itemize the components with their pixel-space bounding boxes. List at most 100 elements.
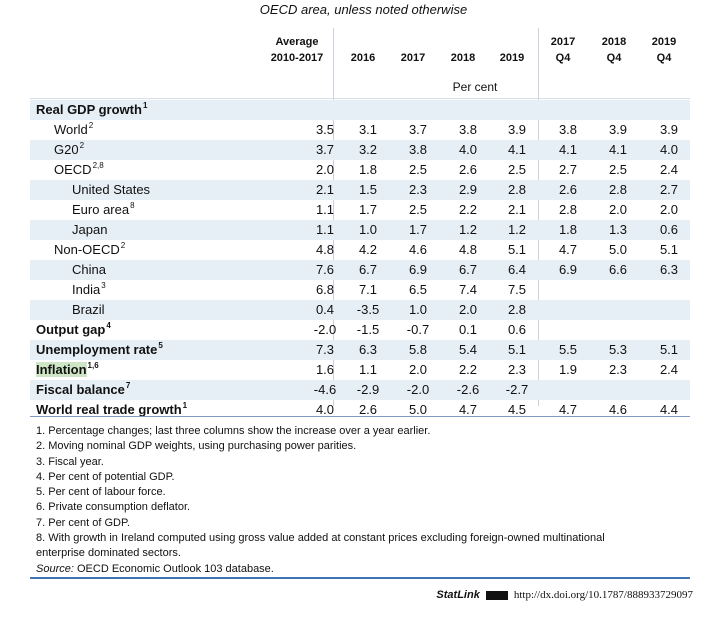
footnotes: 1. Percentage changes; last three column… (36, 424, 676, 577)
row-label: China (72, 260, 106, 280)
table-cell: 4.0 (458, 142, 478, 157)
footnote: 6. Private consumption deflator. (36, 501, 191, 514)
footnote: 4. Per cent of potential GDP. (36, 470, 175, 483)
table-cell: 5.0 (608, 242, 628, 257)
row-label-footnote-ref: 2 (88, 121, 94, 130)
row-label: Non-OECD2 (54, 240, 125, 260)
table-cell: 7.6 (315, 262, 335, 277)
table-cell: 4.4 (659, 402, 679, 417)
table-cell: 5.0 (408, 402, 428, 417)
table-cell: 0.6 (507, 322, 527, 337)
table-cell: 4.7 (458, 402, 478, 417)
table-cell: 4.0 (315, 402, 335, 417)
table-row: World real trade growth1 4.0 2.6 5.0 4.7 4.5 4… (30, 400, 690, 420)
row-label-footnote-ref: 1 (142, 101, 148, 110)
table-cell: 2.3 (507, 362, 527, 377)
row-label: Inflation1,6 (36, 360, 99, 380)
statlink[interactable]: StatLink http://dx.doi.org/10.1787/88893… (436, 589, 693, 601)
table-row: Real GDP growth1 (30, 100, 690, 120)
table-row: Brazil 0.4 -3.5 1.0 2.0 2.8 (30, 300, 690, 320)
table-cell: 6.4 (507, 262, 527, 277)
table-cell: 3.7 (315, 142, 335, 157)
footnote: 1. Percentage changes; last three column… (36, 425, 431, 437)
source-text: OECD Economic Outlook 103 database. (73, 562, 274, 575)
table-cell: 2.5 (507, 162, 527, 177)
table-cell: 6.5 (408, 282, 428, 297)
row-label: G202 (54, 140, 84, 160)
table-cell: 1.1 (315, 202, 335, 217)
table-cell (644, 100, 694, 120)
table-cell: 4.7 (558, 402, 578, 417)
row-label: United States (72, 180, 150, 200)
table-cell: 2.6 (458, 162, 478, 177)
row-label: Output gap4 (36, 320, 111, 340)
table-cell: 1.6 (315, 362, 335, 377)
row-label-text: China (72, 262, 106, 277)
footer-rule (30, 577, 690, 579)
table-cell: 4.1 (558, 142, 578, 157)
table-cell: 2.0 (608, 202, 628, 217)
table-cell: 6.3 (659, 262, 679, 277)
table-row: Unemployment rate5 7.3 6.3 5.8 5.4 5.1 5.5 5.3 5… (30, 340, 690, 360)
table-cell: 7.5 (507, 282, 527, 297)
table-cell: 3.9 (659, 122, 679, 137)
table-row: India3 6.8 7.1 6.5 7.4 7.5 (30, 280, 690, 300)
column-header-2019q4-quarter: Q4 (656, 52, 672, 64)
table-cell: 3.8 (408, 142, 428, 157)
row-label: Euro area8 (72, 200, 135, 220)
table-cell: -2.9 (356, 382, 380, 397)
table-cell: 3.9 (507, 122, 527, 137)
row-label: Unemployment rate5 (36, 340, 163, 360)
table-cell: 3.2 (358, 142, 378, 157)
table-cell (300, 100, 350, 120)
table-subtitle: OECD area, unless noted otherwise (259, 2, 468, 17)
row-label-footnote-ref: 1,6 (87, 361, 99, 370)
table-row: G202 3.7 3.2 3.8 4.0 4.1 4.1 4.1 4.0 (30, 140, 690, 160)
row-label-footnote-ref: 3 (101, 281, 106, 290)
table-cell: 4.5 (507, 402, 527, 417)
table-cell: 2.8 (507, 302, 527, 317)
table-cell: 2.9 (458, 182, 478, 197)
table-cell: 3.9 (608, 122, 628, 137)
table-cell: 6.8 (315, 282, 335, 297)
row-label: OECD2,8 (54, 160, 104, 180)
table-cell: 4.0 (659, 142, 679, 157)
row-label-text: Brazil (72, 302, 105, 317)
row-label-text: India (72, 282, 101, 297)
table-cell: 2.2 (458, 362, 478, 377)
table-cell (345, 100, 391, 120)
table-cell: 6.9 (408, 262, 428, 277)
header-divider (30, 98, 690, 99)
table-row: United States 2.1 1.5 2.3 2.9 2.8 2.6 2.8 2.7 (30, 180, 690, 200)
table-cell: 2.4 (659, 162, 679, 177)
footnote: enterprise dominated sectors. (36, 547, 181, 560)
table-cell: 3.8 (458, 122, 478, 137)
source-label: Source: (36, 562, 74, 575)
table-cell: 1.0 (408, 302, 428, 317)
table-cell (644, 280, 694, 300)
header-average-line1: Average (275, 36, 319, 48)
table-row: Fiscal balance7 -4.6 -2.9 -2.0 -2.6 -2.7 (30, 380, 690, 400)
footnote: 3. Fiscal year. (36, 455, 104, 468)
table-cell: 5.1 (507, 342, 527, 357)
table-cell: 2.1 (315, 182, 335, 197)
row-label: Japan (72, 220, 107, 240)
footnote: 5. Per cent of labour force. (36, 486, 166, 499)
table-cell: 3.1 (358, 122, 378, 137)
table-row: Euro area8 1.1 1.7 2.5 2.2 2.1 2.8 2.0 2.0 (30, 200, 690, 220)
row-label-text: Japan (72, 222, 108, 237)
table-cell: 4.8 (458, 242, 478, 257)
footnote: 2. Moving nominal GDP weights, using pur… (36, 440, 357, 453)
table-cell (395, 100, 441, 120)
row-label: India3 (72, 280, 106, 300)
statlink-url[interactable]: http://dx.doi.org/10.1787/888933729097 (513, 589, 693, 601)
table-cell: 2.5 (408, 162, 428, 177)
row-label-footnote-ref: 8 (130, 201, 135, 210)
table-cell: 1.2 (458, 222, 478, 237)
table-cell: 5.1 (507, 242, 527, 257)
table-cell: 2.6 (358, 402, 378, 417)
table-cell: -1.5 (356, 322, 380, 337)
table-cell (543, 380, 593, 400)
table-cell (543, 320, 593, 340)
table-cell: 4.6 (408, 242, 428, 257)
